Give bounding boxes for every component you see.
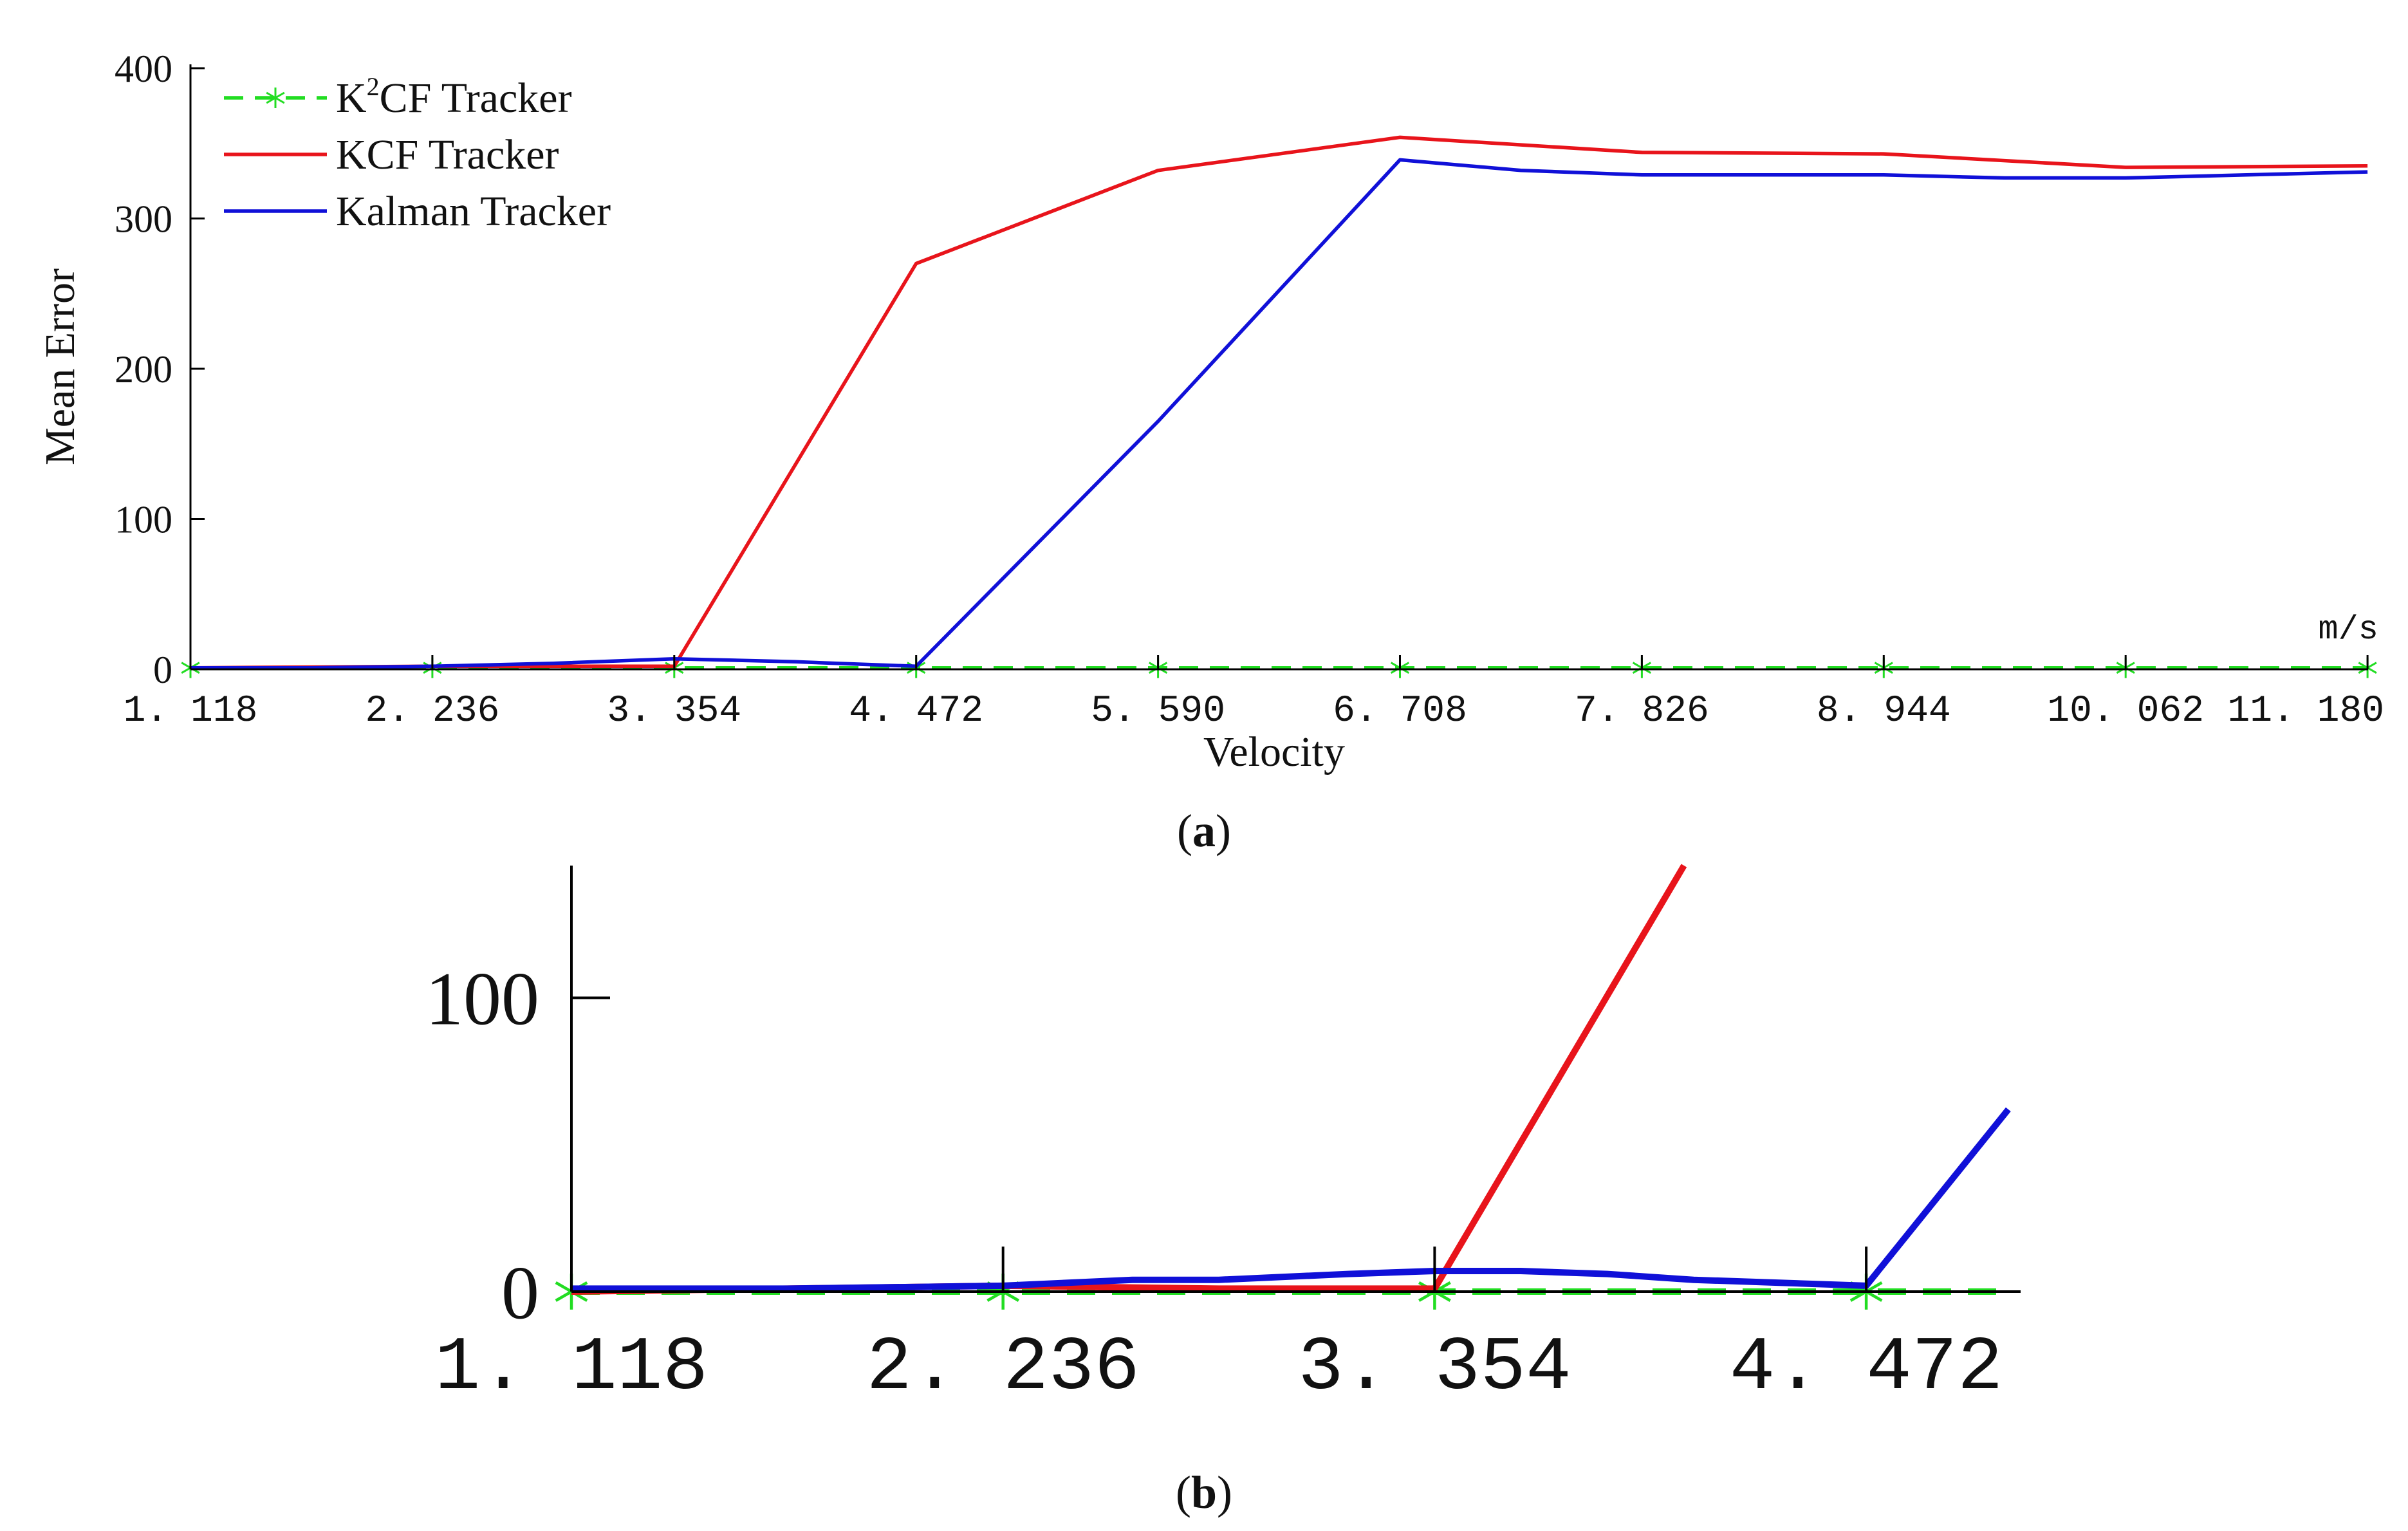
x-tick-label: 2. 236 (365, 691, 499, 732)
x-tick-label: 4. 472 (849, 691, 983, 732)
x-tick-label: 3. 354 (607, 691, 741, 732)
kalman-tracker-legend-label: Kalman Tracker (336, 188, 611, 235)
series-1-line (571, 864, 1687, 1295)
x-tick-label: 10. 062 (2047, 691, 2204, 732)
series-2-line (571, 1107, 2011, 1292)
x-tick-label: 3. 354 (1298, 1326, 1571, 1411)
kcf-tracker-legend-label: KCF Tracker (336, 131, 559, 178)
kalman-tracker-line (190, 158, 2368, 670)
x-tick-label: 6. 708 (1333, 691, 1467, 732)
k-cf-tracker-legend-label: K2CF Tracker (336, 72, 572, 122)
x-tick-label: 1. 118 (435, 1326, 709, 1411)
y-tick-label: 0 (153, 649, 172, 691)
y-tick-label: 100 (425, 957, 539, 1041)
x-axis-unit: m/s (2318, 611, 2378, 649)
caption-b: (b) (1175, 1467, 1232, 1518)
x-tick-label: 4. 472 (1730, 1326, 2003, 1411)
y-tick-label: 100 (115, 499, 172, 541)
k-cf-tracker-legend-marker (266, 88, 285, 108)
y-tick-label: 400 (115, 48, 172, 90)
kcf-tracker-line (190, 135, 2368, 670)
panel-a-chart: 0 100 200 300 400 1. 118 2. 236 3. 354 4. 472 5. … (37, 48, 2384, 775)
y-tick-label: 0 (501, 1250, 539, 1335)
y-tick-label: 300 (115, 198, 172, 241)
x-tick-label: 2. 236 (866, 1326, 1140, 1411)
x-axis-title: Velocity (1203, 728, 1345, 775)
panel-b-chart: 0 100 1. 118 2. 236 3. 354 4. 472 (425, 864, 2021, 1411)
x-tick-label: 1. 118 (124, 691, 258, 732)
y-tick-label: 200 (115, 348, 172, 391)
x-tick-label: 5. 590 (1091, 691, 1225, 732)
y-axis-title: Mean Error (37, 268, 84, 465)
x-tick-label: 8. 944 (1817, 691, 1951, 732)
x-tick-label: 7. 826 (1575, 691, 1709, 732)
caption-a: (a) (1177, 805, 1231, 857)
x-tick-label: 11. 180 (2227, 691, 2384, 732)
legend: K2CF Tracker KCF Tracker Kalman Tracker (224, 72, 611, 235)
